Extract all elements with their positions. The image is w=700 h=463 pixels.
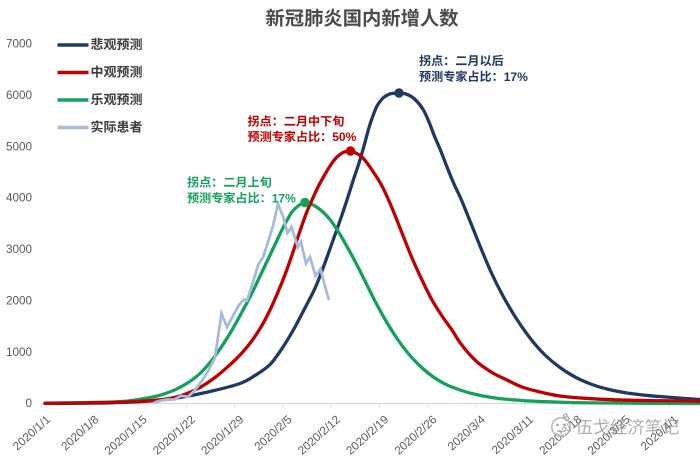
svg-text:2020/1/22: 2020/1/22 <box>151 413 198 457</box>
svg-text:2020/1/1: 2020/1/1 <box>11 413 54 453</box>
svg-text:5000: 5000 <box>6 140 33 153</box>
svg-text:2020/2/26: 2020/2/26 <box>392 413 439 457</box>
svg-text:2020/3/25: 2020/3/25 <box>585 413 633 458</box>
svg-text:2020/3/4: 2020/3/4 <box>445 413 488 453</box>
svg-text:2020/1/29: 2020/1/29 <box>199 413 246 457</box>
svg-text:6000: 6000 <box>6 89 33 102</box>
svg-text:2020/1/15: 2020/1/15 <box>102 413 150 458</box>
svg-text:7000: 7000 <box>6 38 33 51</box>
svg-text:2000: 2000 <box>6 294 33 307</box>
svg-text:17%: 17% <box>272 191 296 205</box>
svg-text:17%: 17% <box>504 70 528 84</box>
svg-text:2020/2/5: 2020/2/5 <box>252 413 295 453</box>
svg-text:2020/3/11: 2020/3/11 <box>489 413 536 457</box>
svg-text:2020/2/12: 2020/2/12 <box>296 413 343 457</box>
svg-text:4000: 4000 <box>6 192 33 205</box>
svg-text:2020/1/8: 2020/1/8 <box>59 413 102 453</box>
svg-text:1000: 1000 <box>6 346 33 359</box>
svg-text:50%: 50% <box>332 130 356 144</box>
svg-text:0: 0 <box>25 397 32 410</box>
svg-text:2020/2/19: 2020/2/19 <box>344 413 391 457</box>
svg-text:8: 8 <box>561 411 572 424</box>
svg-text:3000: 3000 <box>6 243 33 256</box>
